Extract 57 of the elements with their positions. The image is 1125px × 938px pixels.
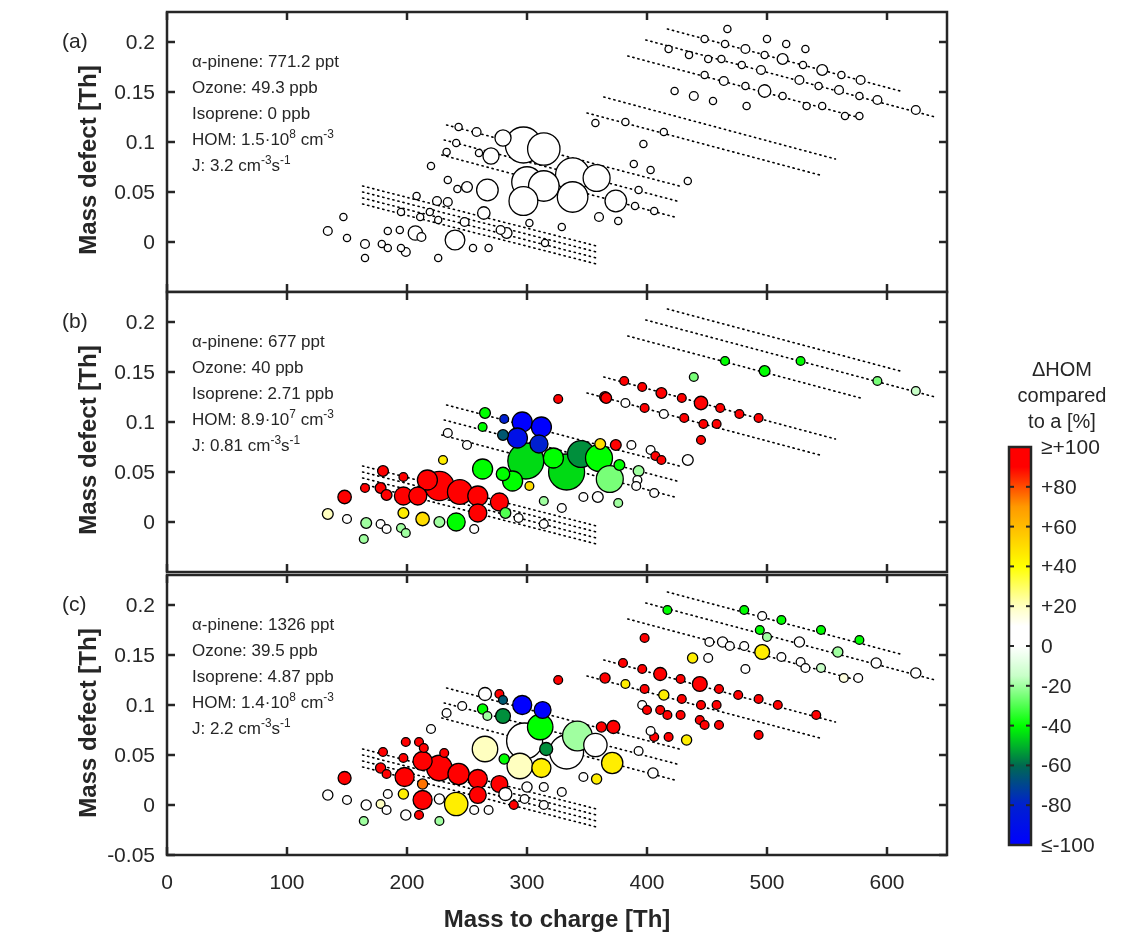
y-tick-label: 0.15 [114, 360, 155, 383]
y-tick-label: 0.2 [125, 593, 155, 616]
color-bar-label: -80 [1041, 793, 1072, 817]
color-bar-label: +20 [1041, 594, 1077, 618]
annotation: Ozone: 49.3 ppb [192, 78, 318, 97]
text: (b) [62, 309, 88, 332]
y-tick-label: 0 [143, 510, 155, 533]
color-bar-label: -60 [1041, 753, 1072, 777]
annotation: HOM: 1.4·10$^{8}$ cm$^{-3}$ [192, 690, 335, 712]
y-tick-label: 0.1 [125, 130, 155, 153]
annotation: Ozone: 40 ppb [192, 358, 304, 377]
x-axis-title: Mass to charge [Th] [443, 905, 671, 932]
annotation: α-pinene: 1326 ppt [192, 615, 335, 634]
y-tick-label: 0.2 [125, 30, 155, 53]
annotation: α-pinene: 677 ppt [192, 332, 325, 351]
y-tick-label: 0.05 [114, 460, 155, 483]
y-tick-label: 0.1 [125, 693, 155, 716]
annotation: J: 2.2 cm$^{-3}$s$^{-1}$ [192, 716, 292, 738]
x-tick-label: 200 [389, 870, 425, 893]
color-bar-label: -20 [1041, 673, 1072, 697]
x-tick-label: 0 [161, 870, 173, 893]
x-tick-label: 600 [869, 870, 905, 893]
y-tick-label: 0.15 [114, 643, 155, 666]
y-tick-label: 0 [143, 230, 155, 253]
text: (c) [62, 592, 87, 615]
y-axis-title: Mass defect [Th] [74, 345, 101, 535]
x-tick-label: 500 [749, 870, 785, 893]
y-tick-label: -0.05 [107, 843, 155, 866]
color-bar-label: ≥+100 [1041, 435, 1100, 458]
x-tick-label: 300 [509, 870, 545, 893]
y-tick-label: 0.05 [114, 743, 155, 766]
text: (a) [62, 29, 88, 52]
color-bar-label: +60 [1041, 514, 1077, 538]
annotation: J: 3.2 cm$^{-3}$s$^{-1}$ [192, 153, 292, 175]
y-tick-label: 0.1 [125, 410, 155, 433]
y-tick-label: 0.2 [125, 310, 155, 333]
y-axis-title: Mass defect [Th] [74, 628, 101, 818]
x-tick-label: 400 [629, 870, 665, 893]
annotation: Isoprene: 0 ppb [192, 104, 311, 123]
color-bar-label: ≤-100 [1041, 833, 1095, 856]
y-tick-label: 0.15 [114, 80, 155, 103]
y-axis-title: Mass defect [Th] [74, 65, 101, 255]
x-tick-label: 100 [269, 870, 305, 893]
color-bar-label: -40 [1041, 713, 1072, 737]
annotation: Ozone: 39.5 ppb [192, 641, 318, 660]
annotation: J: 0.81 cm$^{-3}$s$^{-1}$ [192, 433, 301, 455]
annotation: HOM: 8.9·10$^{7}$ cm$^{-3}$ [192, 407, 335, 429]
y-tick-label: 0 [143, 793, 155, 816]
y-tick-label: 0.05 [114, 180, 155, 203]
annotation: HOM: 1.5·10$^{8}$ cm$^{-3}$ [192, 127, 335, 149]
color-bar-label: +40 [1041, 554, 1077, 578]
color-bar-label: 0 [1041, 634, 1053, 657]
annotation: Isoprene: 2.71 ppb [192, 384, 334, 403]
annotation: Isoprene: 4.87 ppb [192, 667, 334, 686]
color-bar-title: ΔHOM compared to a [%] [1017, 358, 1107, 432]
color-bar-label: +80 [1041, 474, 1077, 498]
annotation: α-pinene: 771.2 ppt [192, 52, 340, 71]
